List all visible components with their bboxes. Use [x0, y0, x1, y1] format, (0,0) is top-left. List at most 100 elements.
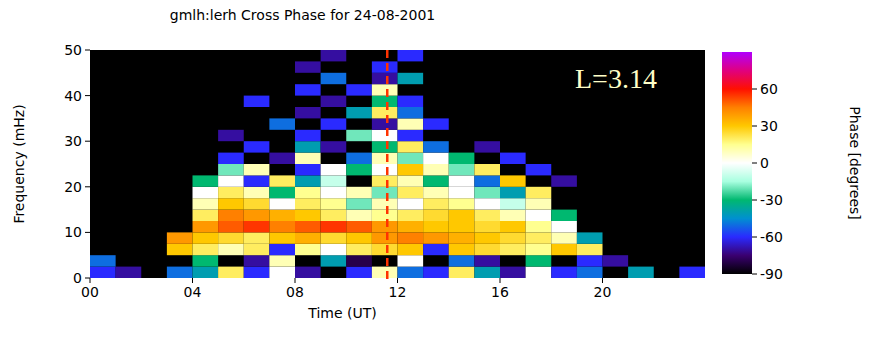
x-tick: [602, 278, 603, 283]
cell: [474, 244, 500, 255]
cell: [372, 267, 398, 278]
cell: [474, 164, 500, 175]
background: [0, 0, 883, 340]
cell: [500, 232, 526, 243]
colorbar-tick-label: -30: [760, 192, 783, 208]
title: gmlh:lerh Cross Phase for 24-08-2001: [170, 7, 435, 23]
colorbar-title: Phase [degrees]: [847, 106, 863, 220]
cell: [244, 255, 270, 266]
cell: [449, 232, 475, 243]
x-tick: [500, 278, 501, 283]
cell: [346, 198, 372, 209]
cell: [295, 175, 321, 186]
y-tick: [85, 186, 90, 187]
cell: [193, 255, 219, 266]
cell: [398, 232, 424, 243]
cell: [474, 175, 500, 186]
cell: [193, 187, 219, 198]
cell: [193, 210, 219, 221]
cell: [372, 210, 398, 221]
y-tick-label: 10: [64, 224, 82, 240]
cell: [398, 96, 424, 107]
cell: [449, 198, 475, 209]
cell: [193, 175, 219, 186]
cell: [398, 164, 424, 175]
cell: [321, 175, 347, 186]
cell: [474, 187, 500, 198]
cell: [218, 198, 244, 209]
cell: [526, 164, 552, 175]
cell: [218, 221, 244, 232]
cell: [90, 255, 116, 266]
cell: [500, 267, 526, 278]
colorbar-tick-label: 0: [760, 155, 769, 171]
cell: [295, 153, 321, 164]
cell: [218, 267, 244, 278]
y-tick: [85, 50, 90, 51]
cell: [526, 221, 552, 232]
cell: [474, 221, 500, 232]
cells: [90, 50, 705, 278]
x-tick-label: 20: [594, 284, 612, 300]
cell: [321, 96, 347, 107]
cell: [244, 267, 270, 278]
x-tick: [397, 278, 398, 283]
cell: [321, 255, 347, 266]
cell: [526, 267, 552, 278]
cell: [321, 118, 347, 129]
cell: [526, 187, 552, 198]
cell: [244, 210, 270, 221]
cell: [551, 210, 577, 221]
x-tick-label: 16: [491, 284, 509, 300]
cell: [398, 267, 424, 278]
cell: [321, 232, 347, 243]
cell: [551, 175, 577, 186]
cell: [500, 244, 526, 255]
cell: [500, 187, 526, 198]
cell: [398, 175, 424, 186]
cell: [423, 118, 449, 129]
cell: [346, 244, 372, 255]
cell: [577, 255, 603, 266]
cell: [372, 61, 398, 72]
cell: [398, 141, 424, 152]
cell: [423, 141, 449, 152]
cell: [269, 221, 295, 232]
cell: [269, 118, 295, 129]
cell: [167, 244, 193, 255]
cell: [500, 198, 526, 209]
colorbar-tick-label: 30: [760, 118, 778, 134]
cell: [295, 141, 321, 152]
cell: [372, 244, 398, 255]
cell: [526, 255, 552, 266]
cell: [321, 221, 347, 232]
y-tick-label: 40: [64, 88, 82, 104]
reference-line: [386, 50, 389, 282]
cell: [551, 221, 577, 232]
cell: [321, 164, 347, 175]
x-tick: [90, 278, 91, 283]
cell: [603, 255, 629, 266]
cell: [269, 244, 295, 255]
cell: [398, 50, 424, 61]
cell: [244, 221, 270, 232]
cell: [193, 267, 219, 278]
cell: [167, 267, 193, 278]
cell: [346, 187, 372, 198]
cell: [372, 96, 398, 107]
colorbar-tick-label: 60: [760, 81, 778, 97]
cell: [244, 164, 270, 175]
cell: [244, 187, 270, 198]
cell: [500, 153, 526, 164]
cell: [321, 73, 347, 84]
cell: [295, 130, 321, 141]
cell: [295, 164, 321, 175]
y-tick: [85, 232, 90, 233]
cell: [423, 267, 449, 278]
cell: [398, 187, 424, 198]
cell: [372, 73, 398, 84]
cell: [372, 153, 398, 164]
cell: [398, 153, 424, 164]
cell: [577, 244, 603, 255]
x-tick-label: 00: [81, 284, 99, 300]
